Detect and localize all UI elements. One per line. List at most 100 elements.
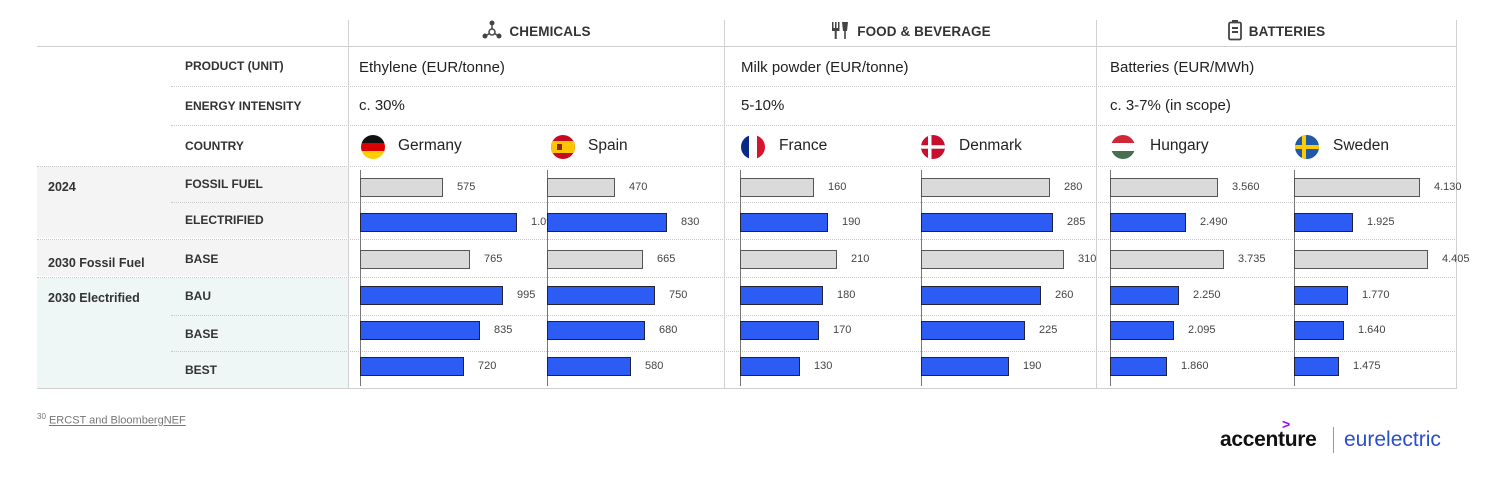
divider	[37, 239, 1457, 240]
bar-value-label: 310	[1078, 253, 1097, 265]
divider	[171, 202, 1457, 203]
bar-value-label: 720	[478, 360, 497, 372]
axis-denmark	[921, 170, 922, 386]
bar-germany-4	[360, 321, 480, 340]
axis-spain	[547, 170, 548, 386]
country-sweden: Sweden	[1333, 137, 1390, 154]
sweden-flag-icon	[1295, 135, 1319, 159]
bar-france-0	[740, 178, 814, 197]
bar-denmark-1	[921, 213, 1053, 232]
table-bottom	[37, 388, 1457, 389]
axis-france	[740, 170, 741, 386]
bar-value-label: 225	[1039, 324, 1058, 336]
bar-value-label: 2.095	[1188, 324, 1216, 336]
bar-hungary-4	[1110, 321, 1174, 340]
header-underline	[37, 46, 1457, 47]
bar-value-label: 750	[669, 289, 688, 301]
column-divider	[1096, 20, 1097, 388]
product-food: Milk powder (EUR/tonne)	[741, 59, 909, 76]
eurelectric-wordmark: eurelectric	[1344, 428, 1441, 451]
row-label-best: BEST	[185, 363, 218, 377]
country-hungary: Hungary	[1150, 137, 1209, 154]
bar-value-label: 3.735	[1238, 253, 1266, 265]
bar-hungary-5	[1110, 357, 1167, 376]
accenture-chevron-icon: >	[1282, 416, 1290, 432]
france-flag-icon	[741, 135, 765, 159]
country-germany: Germany	[398, 137, 462, 154]
bar-value-label: 680	[659, 324, 678, 336]
row-label-product: PRODUCT (UNIT)	[185, 59, 284, 73]
accenture-wordmark: accenture	[1220, 428, 1317, 451]
country-france: France	[779, 137, 828, 154]
axis-sweden	[1294, 170, 1295, 386]
section-chemicals-header: CHEMICALS	[348, 18, 724, 44]
bar-germany-5	[360, 357, 464, 376]
axis-hungary	[1110, 170, 1111, 386]
bar-hungary-3	[1110, 286, 1179, 305]
battery-icon	[1227, 19, 1243, 44]
bar-hungary-0	[1110, 178, 1218, 197]
footnote-source-link[interactable]: ERCST and BloombergNEF	[48, 414, 186, 427]
bar-hungary-1	[1110, 213, 1186, 232]
band-2030-fossil	[37, 240, 348, 276]
row-label-fossil: FOSSIL FUEL	[185, 177, 263, 191]
row-label-base: BASE	[185, 252, 219, 266]
bar-spain-5	[547, 357, 631, 376]
bar-spain-1	[547, 213, 667, 232]
section-title: FOOD & BEVERAGE	[857, 23, 991, 39]
bar-france-3	[740, 286, 823, 305]
country-denmark: Denmark	[959, 137, 1022, 154]
row-label-energy: ENERGY INTENSITY	[185, 99, 302, 113]
bar-value-label: 2.250	[1193, 289, 1221, 301]
bar-france-4	[740, 321, 819, 340]
bar-value-label: 280	[1064, 181, 1083, 193]
accenture-logo: accenture >	[1220, 416, 1317, 452]
bar-denmark-2	[921, 250, 1064, 269]
bar-denmark-3	[921, 286, 1041, 305]
bar-germany-3	[360, 286, 503, 305]
bar-value-label: 830	[681, 216, 700, 228]
bar-spain-2	[547, 250, 643, 269]
product-chemicals: Ethylene (EUR/tonne)	[359, 59, 505, 76]
logo-separator	[1333, 427, 1334, 453]
bar-value-label: 575	[457, 181, 476, 193]
bar-value-label: 1.860	[1181, 360, 1209, 372]
bar-value-label: 260	[1055, 289, 1074, 301]
column-divider	[348, 20, 349, 388]
section-title: BATTERIES	[1248, 23, 1326, 39]
bar-spain-3	[547, 286, 655, 305]
footnote: 30 ERCST and BloombergNEF	[37, 412, 186, 427]
section-title: CHEMICALS	[509, 23, 591, 39]
bar-france-2	[740, 250, 837, 269]
bar-sweden-0	[1294, 178, 1420, 197]
hungary-flag-icon	[1111, 135, 1135, 159]
group-label-2030-fossil: 2030 Fossil Fuel	[48, 256, 145, 270]
bar-value-label: 285	[1067, 216, 1086, 228]
bar-value-label: 995	[517, 289, 536, 301]
bar-value-label: 765	[484, 253, 503, 265]
bar-sweden-4	[1294, 321, 1344, 340]
bar-value-label: 4.130	[1434, 181, 1462, 193]
divider	[171, 125, 1457, 126]
bar-value-label: 580	[645, 360, 664, 372]
bar-value-label: 1.640	[1358, 324, 1386, 336]
footnote-number: 30	[37, 412, 46, 421]
section-batteries-header: BATTERIES	[1096, 18, 1456, 44]
energy-chemicals: c. 30%	[359, 97, 405, 114]
cutlery-icon	[829, 19, 851, 44]
row-label-base: BASE	[185, 327, 219, 341]
bar-sweden-3	[1294, 286, 1348, 305]
bar-value-label: 835	[494, 324, 513, 336]
section-food-header: FOOD & BEVERAGE	[724, 18, 1096, 44]
group-label-2030-electrified: 2030 Electrified	[48, 291, 140, 305]
bar-value-label: 190	[842, 216, 861, 228]
bar-value-label: 2.490	[1200, 216, 1228, 228]
bar-france-5	[740, 357, 800, 376]
bar-value-label: 470	[629, 181, 648, 193]
bar-value-label: 665	[657, 253, 676, 265]
germany-flag-icon	[361, 135, 385, 159]
bar-denmark-0	[921, 178, 1050, 197]
row-label-country: COUNTRY	[185, 139, 244, 153]
bar-value-label: 1.770	[1362, 289, 1390, 301]
bar-value-label: 170	[833, 324, 852, 336]
